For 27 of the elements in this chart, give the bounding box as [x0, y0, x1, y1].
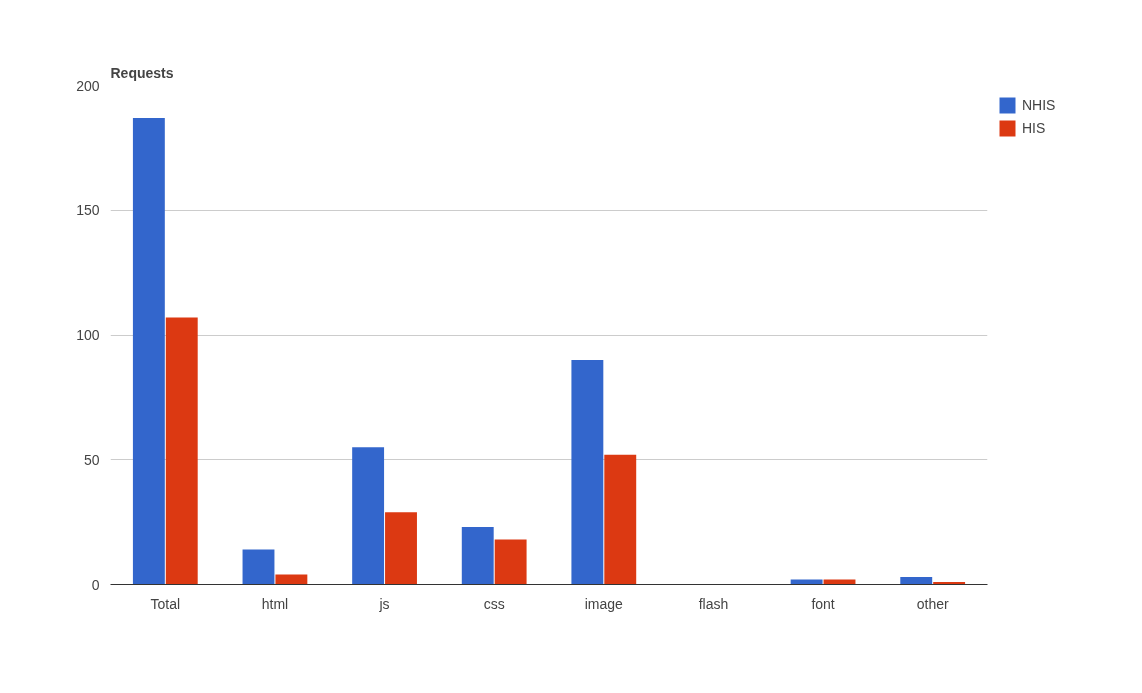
x-tick-label: html	[261, 595, 289, 612]
bar	[242, 549, 275, 585]
x-tick-label: flash	[698, 595, 729, 612]
x-tick-label: css	[483, 595, 505, 612]
bar	[132, 117, 165, 585]
x-tick-label: other	[916, 595, 949, 612]
legend-label: NHIS	[1022, 97, 1056, 113]
x-tick-label: font	[811, 595, 835, 612]
bar	[571, 359, 604, 585]
legend-label: HIS	[1022, 120, 1046, 136]
x-tick-label: Total	[150, 595, 181, 612]
bar	[275, 574, 308, 585]
y-tick-label: 0	[91, 576, 100, 593]
bar	[900, 577, 933, 585]
bar	[385, 512, 417, 585]
x-tick-label: js	[378, 595, 390, 612]
y-tick-label: 200	[76, 77, 100, 94]
chart-title: Requests	[110, 64, 174, 81]
x-tick-label: image	[584, 595, 624, 612]
bar	[165, 317, 198, 585]
y-tick-label: 100	[76, 327, 100, 343]
y-tick-label: 50	[83, 451, 100, 468]
bar	[352, 447, 385, 585]
bar	[604, 454, 637, 585]
bar	[494, 539, 527, 585]
bar	[461, 527, 494, 585]
y-tick-label: 150	[76, 202, 100, 219]
